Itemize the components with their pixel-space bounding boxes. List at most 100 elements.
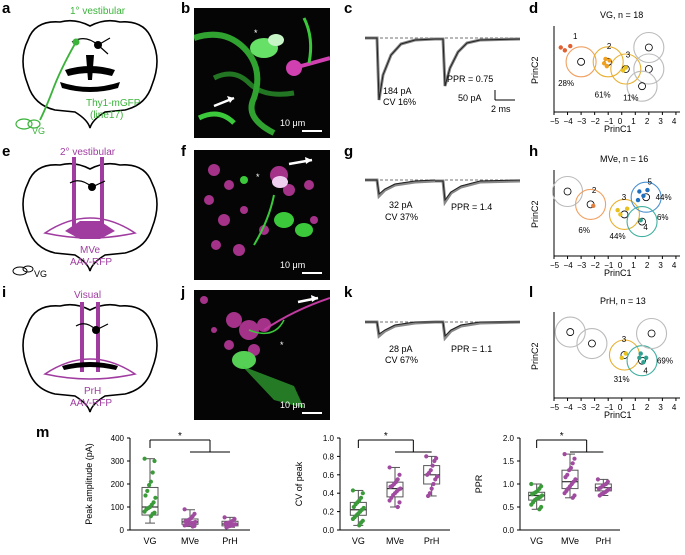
box-data-point xyxy=(152,458,157,464)
boxplot-ppr: 0.0 0.5 1.0 1.5 2.0 PPR VG MVe PrH * xyxy=(474,431,620,546)
pca-cluster-circle xyxy=(608,198,641,230)
pca-x-tick-label: 3 xyxy=(658,403,663,412)
pca-cluster-circle xyxy=(626,206,658,238)
box-data-point xyxy=(529,481,534,487)
box-data-point xyxy=(387,465,392,470)
box-data-point xyxy=(563,475,568,480)
pca-title: VG, n = 18 xyxy=(600,10,643,20)
panel-label-c: c xyxy=(344,0,353,17)
pca-cluster-pct: 61% xyxy=(595,91,611,100)
box-y-tick-label: 0.8 xyxy=(323,452,335,461)
box-data-point xyxy=(595,477,601,482)
pca-x-tick-label: 2 xyxy=(645,261,650,270)
micrograph-j-star: * xyxy=(280,340,284,350)
box-data-point xyxy=(142,509,147,514)
pca-x-tick-label: −4 xyxy=(564,403,574,412)
box-data-point xyxy=(572,456,577,461)
pca-point xyxy=(607,58,612,63)
pca-point xyxy=(618,212,623,217)
box-y-tick-label: 0.0 xyxy=(503,526,515,535)
pca-xlabel: PrinC1 xyxy=(604,124,632,134)
pca-cluster-circle xyxy=(565,46,597,78)
pca-cluster-circle xyxy=(554,316,586,348)
pca-x-tick-label: 2 xyxy=(645,403,650,412)
pca-x-tick-label: −2 xyxy=(591,403,601,412)
pca-panel-h: MVe, n = 16−5 −4 −3 −2 −1 0 1 2 3 4PrinC1PrinC223… xyxy=(530,154,680,278)
pca-x-tick-label: −3 xyxy=(577,117,587,126)
box-category-label: PrH xyxy=(424,536,440,546)
pca-cluster-pct: 28% xyxy=(558,79,574,88)
pca-x-tick-label: 1 xyxy=(631,261,636,270)
pca-cluster-circle xyxy=(576,327,608,360)
box-data-point xyxy=(395,504,400,510)
pca-x-tick-label: −5 xyxy=(550,261,560,270)
pca-x-tick-label: 0 xyxy=(618,261,623,270)
micrograph-f-star: * xyxy=(256,172,260,182)
pca-cluster-pct: 44% xyxy=(656,193,672,202)
pca-point xyxy=(643,355,649,361)
schematic-a-line1: Thy1-mGFP xyxy=(86,98,141,109)
box-y-tick-label: 1.0 xyxy=(323,434,335,443)
pca-x-tick-label: −2 xyxy=(591,117,601,126)
box-data-point xyxy=(387,498,392,503)
pca-cluster-circle xyxy=(633,31,665,64)
trace-panel-g: 32 pA CV 37% PPR = 1.4 xyxy=(365,178,521,222)
pca-point xyxy=(562,48,568,53)
box-category-label: PrH xyxy=(222,536,238,546)
pca-x-tick-label: 1 xyxy=(631,403,636,412)
trace-k-cv: CV 67% xyxy=(385,355,418,365)
box-ylabel: Peak amplitude (pA) xyxy=(84,443,94,525)
pca-cluster-circle xyxy=(635,317,668,350)
trace-g-cv: CV 37% xyxy=(385,212,418,222)
pca-point xyxy=(637,355,642,361)
box-data-point xyxy=(425,472,430,477)
pca-x-tick-label: 0 xyxy=(618,117,623,126)
pca-cluster-circle xyxy=(551,175,584,208)
pca-x-tick-label: 0 xyxy=(618,403,623,412)
pca-x-tick-label: 4 xyxy=(672,117,677,126)
box-data-point xyxy=(183,519,188,524)
box-data-point xyxy=(597,493,602,498)
pca-x-tick-label: −3 xyxy=(577,261,587,270)
box-y-tick-label: 100 xyxy=(111,503,125,512)
box-data-point xyxy=(351,504,356,510)
pca-point xyxy=(641,359,646,365)
box-y-tick-label: 1.0 xyxy=(503,480,515,489)
box-data-point xyxy=(224,525,229,530)
panel-label-i: i xyxy=(2,284,7,301)
pca-point xyxy=(604,63,610,69)
pca-cluster-pct: 44% xyxy=(610,232,626,241)
pca-xlabel: PrinC1 xyxy=(604,410,632,420)
schematic-e-region: MVe xyxy=(80,245,100,256)
pca-point xyxy=(623,65,629,70)
micrograph-f-scale: 10 μm xyxy=(280,260,306,270)
panel-label-b: b xyxy=(181,0,191,17)
panel-label-k: k xyxy=(344,284,353,301)
schematic-e-virus: AAV-RFP xyxy=(70,257,112,268)
pca-cluster-number: 5 xyxy=(647,177,652,186)
box-data-point xyxy=(570,461,575,466)
significance-star: * xyxy=(560,431,564,442)
box-data-point xyxy=(429,486,434,491)
box-y-tick-label: 0 xyxy=(120,526,125,535)
pca-cluster-circle xyxy=(630,181,662,213)
pca-cluster-pct: 6% xyxy=(657,213,669,222)
pca-point xyxy=(645,187,650,193)
box-y-tick-label: 200 xyxy=(111,480,125,489)
trace-g-amp: 32 pA xyxy=(389,200,413,210)
pca-x-tick-label: 4 xyxy=(672,261,677,270)
pca-point xyxy=(558,45,563,50)
trace-c-amp: 184 pA xyxy=(383,86,412,96)
trace-c-cv: CV 16% xyxy=(383,97,416,107)
pca-ylabel: PrinC2 xyxy=(530,342,540,370)
pca-x-tick-label: −5 xyxy=(550,117,560,126)
pca-cluster-number: 3 xyxy=(626,51,631,60)
pca-point xyxy=(624,206,630,211)
pca-point xyxy=(623,351,629,356)
trace-panel-k: 28 pA CV 67% PPR = 1.1 xyxy=(365,320,521,365)
pca-ylabel: PrinC2 xyxy=(530,56,540,84)
pca-x-tick-label: 4 xyxy=(672,403,677,412)
box-data-point xyxy=(357,523,362,528)
box-data-point xyxy=(397,500,402,505)
pca-title: PrH, n = 13 xyxy=(600,296,646,306)
